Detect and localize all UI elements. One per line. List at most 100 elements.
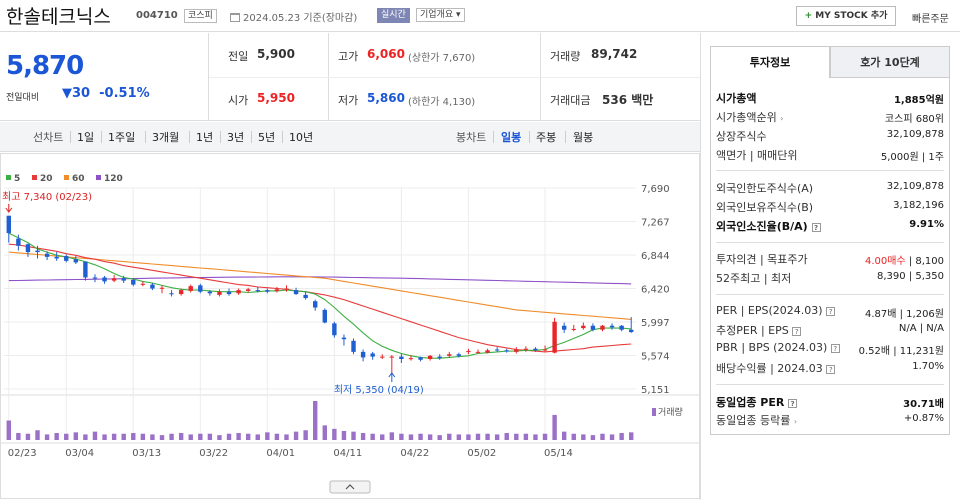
period-1d[interactable]: 1일 (77, 131, 95, 144)
candle-body (523, 348, 529, 350)
high-annotation: 최고 7,340 (02/23) (2, 191, 92, 203)
foreign-ratio-text: 외국인소진율(B/A) (716, 220, 808, 233)
company-overview-button[interactable]: 기업개요 ▾ (416, 8, 465, 22)
volume-label: 거래량 (550, 50, 581, 63)
volume-bar (437, 435, 442, 440)
sector-per-value: 30.71배 (903, 399, 944, 410)
x-tick-label: 05/14 (544, 448, 573, 459)
candle-body (360, 351, 366, 358)
help-icon[interactable]: ? (788, 398, 798, 408)
x-tick-label: 04/22 (400, 448, 429, 459)
realtime-badge[interactable]: 실시간 (377, 8, 410, 23)
candle-body (35, 250, 40, 253)
period-10y[interactable]: 10년 (289, 131, 314, 144)
legend-label-20: 20 (40, 174, 53, 184)
period-bar (0, 122, 700, 152)
period-1y[interactable]: 1년 (196, 131, 214, 144)
tab-order-book[interactable]: 호가 10단계 (830, 46, 950, 78)
period-3y[interactable]: 3년 (227, 131, 245, 144)
candle-body (504, 350, 509, 352)
foreign-holding-label: 외국인보유주식수(B) (716, 201, 814, 214)
help-icon[interactable]: ? (826, 306, 836, 316)
candle-body (83, 261, 88, 278)
volume-bar (274, 433, 280, 440)
candle-body (485, 350, 490, 353)
volume-bar (54, 433, 59, 440)
volume-bar (121, 433, 126, 440)
per-value: 4.87배 | 1,206원 (864, 309, 944, 320)
volume-bar (217, 435, 222, 440)
date-label: 2024.05.23 기준(장마감) (243, 13, 358, 24)
period-5y[interactable]: 5년 (258, 131, 276, 144)
candle-body (351, 340, 356, 352)
volume-bar (236, 433, 241, 440)
prev-close-label: 전일 (228, 50, 249, 63)
info-box (710, 78, 950, 435)
down-arrow-icon: ▼ (62, 86, 72, 101)
volume-bar (102, 434, 107, 440)
candle-body (111, 278, 117, 281)
face-value-value: 5,000원 | 1주 (880, 152, 944, 163)
tab-investment-info[interactable]: 투자정보 (710, 46, 830, 78)
candle-body (159, 287, 165, 289)
volume-bar (44, 434, 50, 440)
pbr-value: 0.52배 | 11,231원 (858, 346, 944, 357)
candle-daily[interactable]: 일봉 (501, 131, 522, 144)
plus-icon: + (804, 11, 813, 21)
legend-swatch-120 (96, 175, 101, 180)
candle-body (590, 325, 596, 330)
volume-bar (226, 433, 232, 440)
foreign-limit-value: 32,109,878 (886, 181, 944, 192)
add-mystock-button[interactable]: + MY STOCK 추가 (796, 6, 896, 26)
help-icon[interactable]: ? (830, 343, 840, 353)
sector-per-label: 동일업종 PER ? (716, 394, 798, 410)
pbr-text: PBR | BPS (2024.03) (716, 341, 828, 354)
candle-body (207, 291, 213, 294)
est-per-text: 추정PER | EPS (716, 324, 789, 337)
candle-body (427, 355, 433, 359)
date-text: 2024.05.23 기준(장마감) (230, 9, 357, 24)
sector-rate-value: +0.87% (903, 413, 944, 424)
separator (251, 131, 252, 143)
separator (189, 131, 190, 143)
candle-body (265, 290, 270, 292)
separator (565, 131, 566, 143)
change-label: 전일대비 (6, 93, 40, 103)
help-icon[interactable]: ? (811, 222, 821, 232)
candle-monthly[interactable]: 월봉 (573, 131, 594, 144)
candle-body (169, 293, 174, 295)
market-cap-value: 1,885억원 (893, 95, 944, 106)
volume-bar (169, 433, 174, 440)
volume-bar (83, 434, 88, 440)
calendar-icon (230, 13, 240, 22)
change-value: ▼30 -0.51% (62, 86, 150, 101)
period-1w[interactable]: 1주일 (108, 131, 136, 144)
volume-bar (92, 431, 98, 440)
period-3m[interactable]: 3개월 (152, 131, 180, 144)
volume-bar (351, 431, 356, 440)
quick-order-link[interactable]: 빠른주문 (912, 14, 949, 25)
ma20-line (8, 243, 632, 353)
x-tick-label: 04/11 (333, 448, 362, 459)
foreign-holding-value: 3,182,196 (893, 200, 944, 211)
week52-label: 52주최고 | 최저 (716, 272, 792, 285)
y-tick-label: 5,151 (641, 385, 670, 396)
company-overview-label: 기업개요 (420, 10, 454, 20)
volume-bar (494, 434, 500, 440)
candle-weekly[interactable]: 주봉 (536, 131, 557, 144)
prev-close-value: 5,900 (257, 47, 295, 61)
candle-body (198, 285, 203, 292)
help-icon[interactable]: ? (792, 326, 802, 336)
separator (70, 131, 71, 143)
help-icon[interactable]: ? (826, 364, 836, 374)
candle-body (581, 325, 586, 329)
low-value: 5,860 (367, 91, 405, 105)
foreign-ratio-value: 9.91% (909, 219, 944, 230)
y-tick-label: 6,420 (641, 285, 670, 296)
candle-body (456, 354, 462, 356)
price-chart-area: 5 20 60 120 7,690 7,267 6,844 6,420 5,997 5,574 5,… (0, 153, 700, 500)
volume-bar (322, 425, 327, 440)
volume-bar (131, 433, 136, 440)
y-tick-label: 5,574 (641, 352, 670, 363)
chart-frame (0, 153, 700, 499)
